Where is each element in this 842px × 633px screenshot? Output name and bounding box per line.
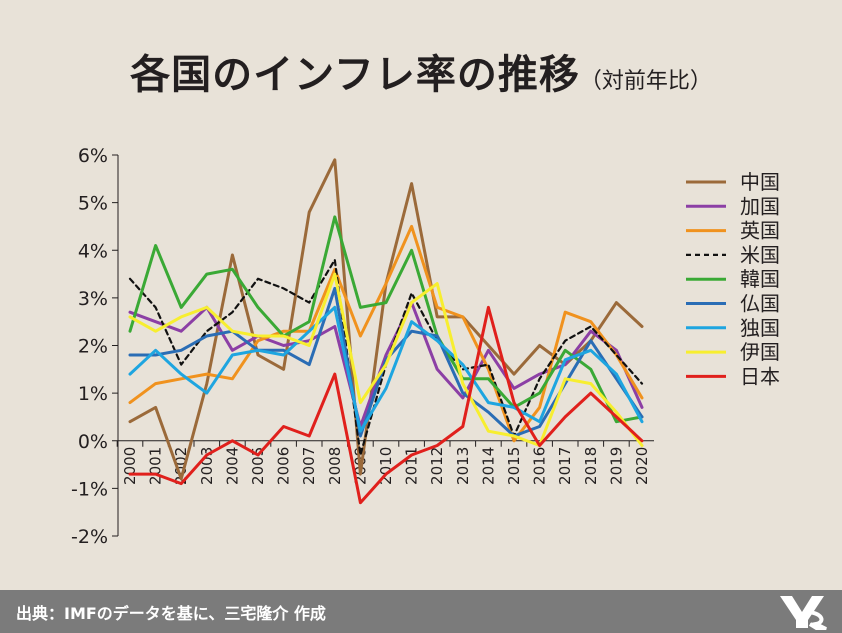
legend-label: 仏国 <box>740 292 780 316</box>
series-line <box>128 305 644 505</box>
x-tick-label: 2014 <box>479 447 497 485</box>
author-logo-icon <box>780 596 827 630</box>
y-tick-label: -2% <box>71 526 108 548</box>
series-line <box>128 215 644 424</box>
x-tick-label: 2013 <box>454 447 472 485</box>
x-tick-label: 2006 <box>275 447 293 485</box>
legend-label: 加国 <box>740 194 780 218</box>
y-tick-label: 1% <box>78 383 108 405</box>
chart-title-main: 各国のインフレ率の推移 <box>130 52 580 98</box>
x-tick-label: 2007 <box>300 447 318 485</box>
y-tick-label: 5% <box>78 193 108 215</box>
x-tick-label: 2020 <box>633 447 651 485</box>
x-tick-label: 2008 <box>326 447 344 485</box>
x-tick-label: 2010 <box>377 447 395 485</box>
x-tick-label: 2000 <box>121 447 139 485</box>
y-tick-label: 2% <box>78 336 108 358</box>
y-tick-label: 6% <box>78 145 108 167</box>
legend-label: 米国 <box>740 243 780 267</box>
series-line <box>128 158 644 481</box>
x-tick-label: 2003 <box>198 447 216 485</box>
x-tick-label: 2017 <box>556 447 574 485</box>
legend-label: 伊国 <box>740 340 780 364</box>
x-tick-label: 2005 <box>249 447 267 485</box>
x-tick-label: 2015 <box>505 447 523 485</box>
series-line <box>128 272 644 447</box>
chart-canvas: 6%5%4%3%2%1%0%-1%-2%2000 2001 2002 2003 2004… <box>71 145 780 548</box>
legend-label: 日本 <box>740 364 780 388</box>
legend-label: 韓国 <box>740 267 780 291</box>
y-tick-label: 4% <box>78 240 108 262</box>
legend-label: 中国 <box>740 170 780 194</box>
y-tick-label: 0% <box>78 431 108 453</box>
series-line <box>128 301 644 428</box>
x-tick-label: 2012 <box>428 447 446 485</box>
y-tick-label: 3% <box>78 288 108 310</box>
x-tick-label: 2016 <box>531 447 549 485</box>
chart-title: 各国のインフレ率の推移（対前年比） <box>0 42 842 100</box>
legend-label: 独国 <box>740 316 780 340</box>
series-line <box>128 305 644 433</box>
chart-title-sub: （対前年比） <box>579 69 712 94</box>
legend-label: 英国 <box>740 219 780 243</box>
x-tick-label: 2011 <box>403 447 421 485</box>
source-credit: 出典：IMFのデータを基に、三宅隆介 作成 <box>16 604 326 623</box>
y-tick-label: -1% <box>71 478 108 500</box>
series-line <box>128 224 644 443</box>
footer-bar: 出典：IMFのデータを基に、三宅隆介 作成 <box>0 590 842 633</box>
x-tick-label: 2019 <box>607 447 625 485</box>
x-tick-label: 2004 <box>223 447 241 485</box>
x-tick-label: 2018 <box>582 447 600 485</box>
x-tick-label: 2001 <box>147 447 165 485</box>
